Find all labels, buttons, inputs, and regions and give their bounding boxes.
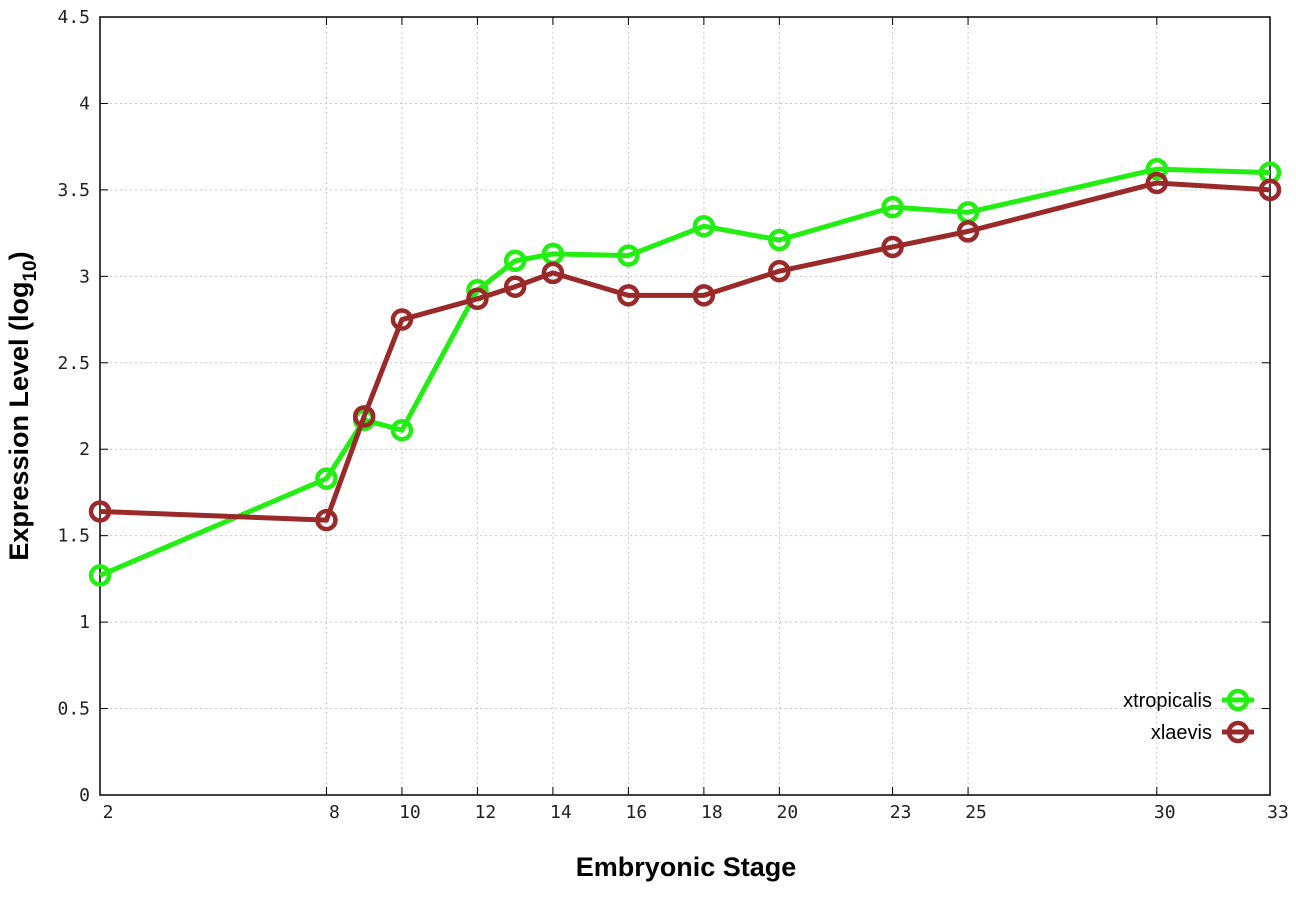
data-point [390,418,414,442]
data-point [315,508,338,532]
grid [100,17,1270,795]
y-axis-tick-labels: 0 0.5 1 1.5 2 2.5 3 3.5 4 4.5 [57,7,90,806]
y-tick-label: 3 [79,266,90,287]
y-tick-label: 2.5 [57,353,90,374]
data-point [352,405,376,428]
legend: xtropicalis xlaevis [1123,688,1254,744]
x-tick-label: 30 [1154,802,1176,823]
x-axis-title: Embryonic Stage [576,852,797,882]
data-point [88,564,112,587]
x-tick-label: 20 [777,802,799,823]
y-tick-label: 0.5 [57,699,90,720]
data-point [768,259,791,283]
plot-area-frame [99,16,1271,796]
data-point [503,249,527,273]
data-point [1258,178,1282,202]
x-tick-label: 14 [550,802,572,823]
data-point [692,214,716,238]
y-tick-label: 3.5 [57,180,90,201]
data-point [768,228,791,252]
legend-item: xlaevis [1151,720,1254,744]
legend-label: xtropicalis [1123,690,1212,712]
data-series [88,157,1282,587]
x-tick-label: 2 [103,802,114,823]
legend-marker [1226,688,1250,712]
y-axis-title-close: ) [4,251,34,260]
y-axis-title-subscript: 10 [20,260,41,281]
data-point [1145,157,1169,181]
x-tick-label: 16 [626,802,648,823]
data-point [881,235,904,259]
data-point [617,244,640,267]
data-point [541,261,565,285]
data-point [466,287,489,311]
x-tick-label: 33 [1267,802,1289,823]
series-xtropicalis [88,157,1282,587]
x-axis-tick-labels: 2 8 10 12 14 16 18 20 23 25 30 33 [103,802,1289,823]
x-tick-label: 18 [701,802,723,823]
y-tick-label: 1 [79,612,90,633]
data-point [390,308,414,331]
data-point [88,500,112,523]
y-axis-title: Expression Level (log10) [4,251,41,560]
legend-label: xlaevis [1151,722,1212,744]
x-tick-label: 23 [890,802,912,823]
data-point [503,275,527,298]
data-point [1145,171,1169,195]
x-tick-label: 8 [329,802,340,823]
y-axis-title-main: Expression Level (log [4,282,34,561]
x-tick-label: 12 [475,802,497,823]
series-line [99,166,1271,578]
axis-ticks [99,16,1271,796]
data-point [881,195,904,219]
y-tick-label: 4.5 [57,7,90,28]
data-point [315,467,338,490]
data-point [617,284,640,307]
legend-marker [1226,720,1250,744]
y-tick-label: 2 [79,439,90,460]
y-tick-label: 0 [79,785,90,806]
x-tick-label: 25 [965,802,987,823]
y-tick-label: 4 [79,93,90,114]
x-tick-label: 10 [399,802,421,823]
y-tick-label: 1.5 [57,526,90,547]
legend-item: xtropicalis [1123,688,1254,712]
series-line [99,180,1271,523]
data-point [692,284,716,307]
series-xlaevis [88,171,1282,532]
data-point [956,220,980,243]
